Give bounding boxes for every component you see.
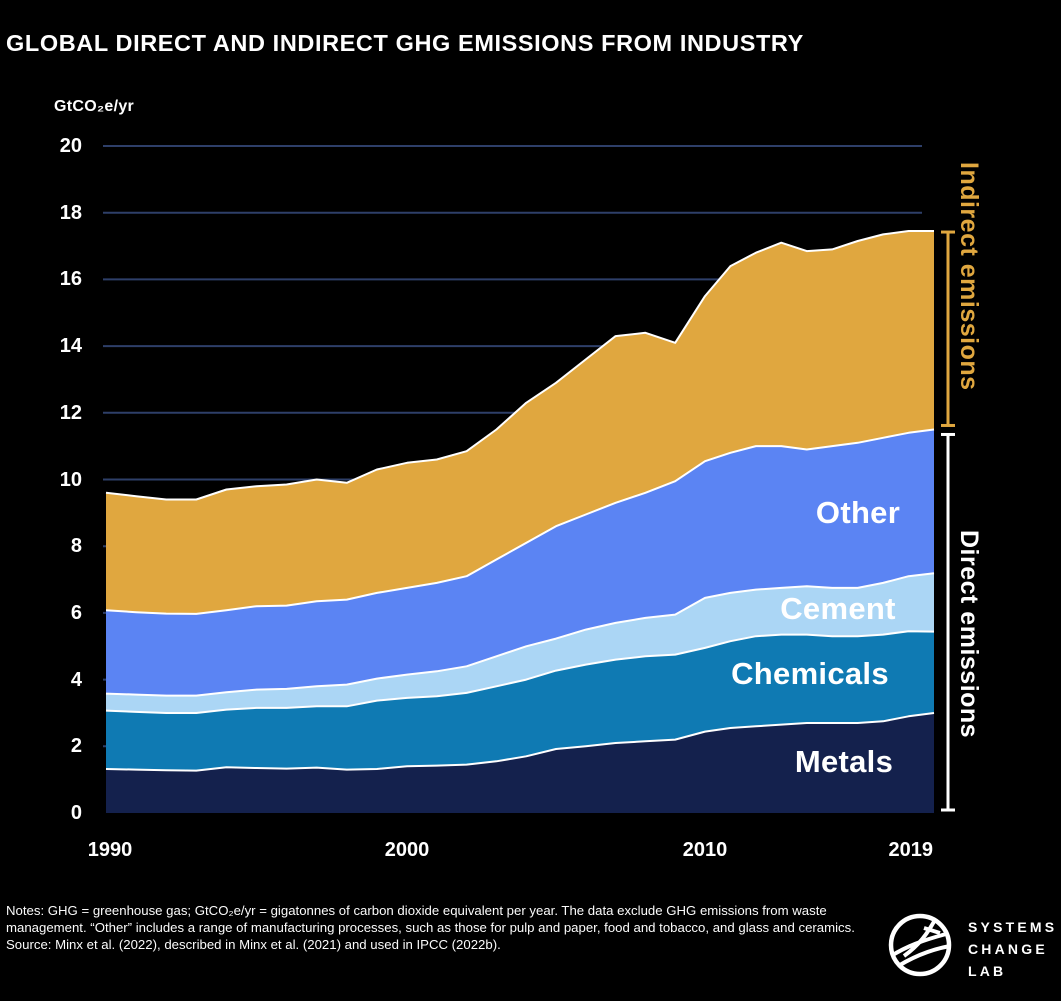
area-cement: [106, 573, 934, 713]
logo-wordmark: SYSTEMS CHANGE LAB: [968, 916, 1057, 982]
page-title: GLOBAL DIRECT AND INDIRECT GHG EMISSIONS…: [6, 30, 804, 56]
y-tick-label-2: 2: [70, 735, 82, 758]
systems-change-lab-logo: SYSTEMS CHANGE LAB: [884, 906, 1061, 990]
y-tick-label-6: 6: [70, 601, 82, 624]
direct-emissions-bracket: [941, 432, 955, 812]
area-metals: [106, 713, 934, 813]
boundary-chemicals: [105, 630, 935, 714]
y-tick-label-16: 16: [59, 268, 82, 291]
y-tick-label-14: 14: [59, 335, 82, 358]
y-tick-label-0: 0: [70, 802, 82, 824]
area-other: [106, 429, 934, 696]
area-chemicals: [106, 631, 934, 771]
x-tick-label-2010: 2010: [682, 839, 728, 861]
series-boundaries: [105, 230, 935, 772]
indirect-emissions-bracket: [941, 230, 955, 427]
series-label-metals: Metals: [794, 744, 894, 779]
y-tick-label-12: 12: [59, 401, 82, 424]
area-indirect-emissions: [106, 231, 934, 614]
direct-emissions-label: Direct emissions: [955, 529, 983, 739]
series-label-chemicals: Chemicals: [731, 656, 889, 691]
y-axis-unit-label: GtCO₂e/yr: [54, 98, 135, 115]
logo-circle-icon: [888, 913, 952, 977]
range-brackets: [941, 230, 955, 812]
y-tick-label-8: 8: [70, 535, 82, 558]
indirect-emissions-label: Indirect emissions: [955, 161, 983, 391]
boundary-indirect-emissions: [105, 230, 934, 501]
boundary-metals: [105, 712, 935, 772]
area-series: [106, 231, 934, 813]
footnotes: Notes: GHG = greenhouse gas; GtCO₂e/yr =…: [6, 903, 855, 953]
x-tick-label-1990: 1990: [87, 839, 133, 861]
logo-line-lab: LAB: [968, 963, 1007, 979]
y-tick-label-20: 20: [59, 135, 82, 157]
logo-line-change: CHANGE: [968, 941, 1048, 957]
boundary-cement: [105, 572, 935, 697]
y-tick-label-10: 10: [59, 468, 82, 491]
y-tick-label-18: 18: [59, 201, 82, 224]
logo-line-systems: SYSTEMS: [968, 919, 1058, 935]
x-tick-label-2019: 2019: [888, 839, 934, 861]
series-label-other: Other: [815, 495, 901, 530]
y-tick-label-4: 4: [70, 668, 82, 691]
series-label-cement: Cement: [780, 591, 896, 626]
x-tick-label-2000: 2000: [384, 839, 430, 861]
boundary-other: [105, 428, 935, 615]
